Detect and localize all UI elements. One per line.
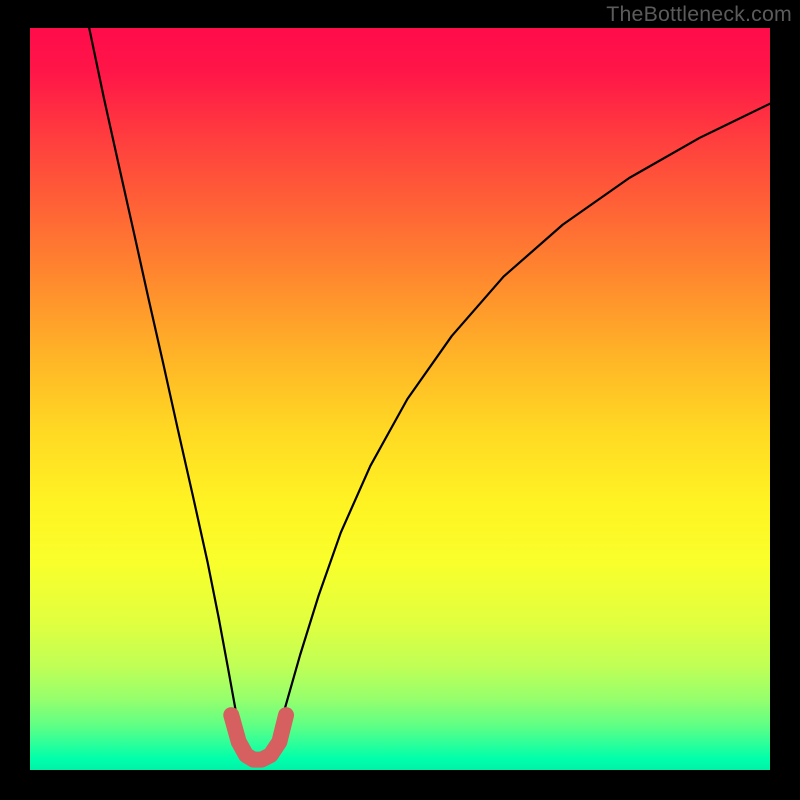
bottleneck-curve-left bbox=[89, 28, 241, 740]
watermark-text: TheBottleneck.com bbox=[606, 2, 792, 27]
curve-layer bbox=[30, 28, 770, 770]
bottleneck-curve-right bbox=[276, 104, 770, 741]
optimal-marker-u bbox=[231, 715, 286, 760]
plot-area bbox=[30, 28, 770, 770]
